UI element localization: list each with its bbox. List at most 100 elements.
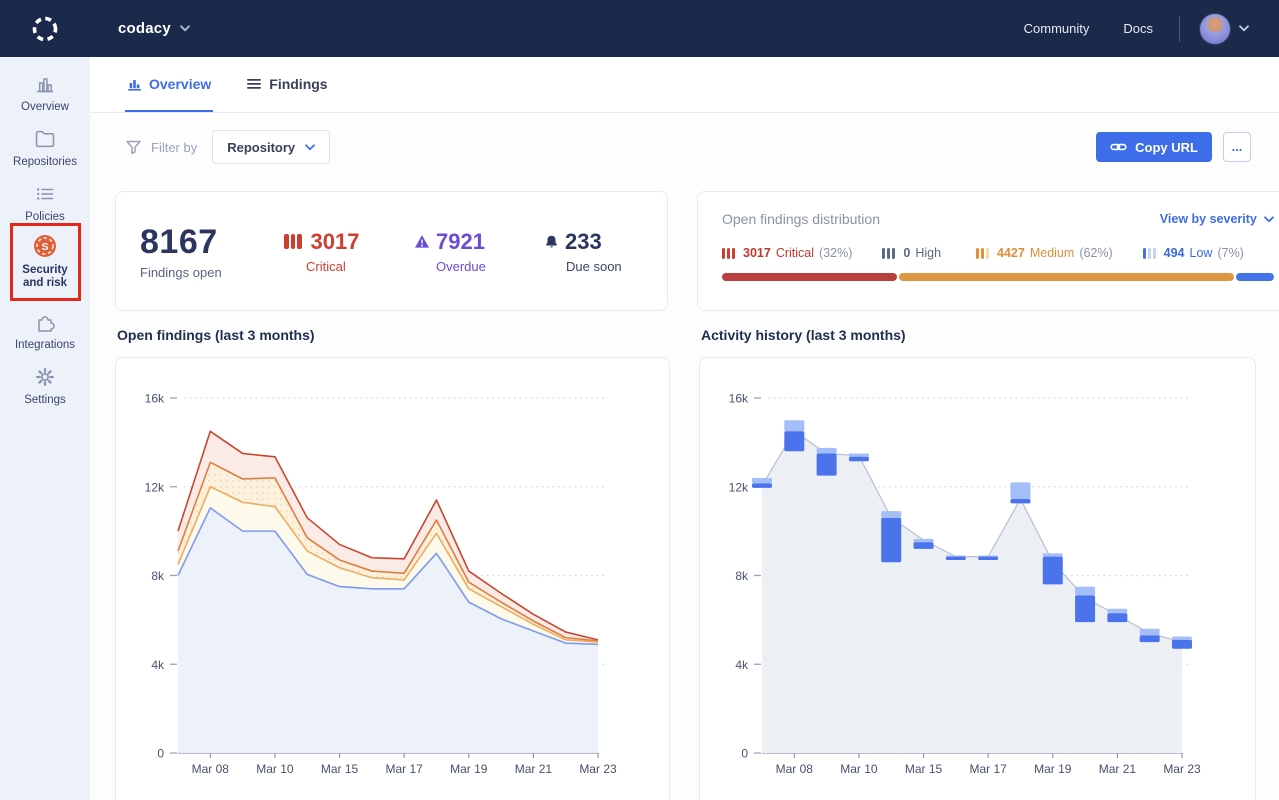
distribution-bar [722,273,1274,281]
svg-text:12k: 12k [145,480,165,494]
open-findings-chart[interactable]: 0 4k 8k 12k 16k Mar 08 Mar 10 Mar 15 Mar 17 Mar 1… [116,358,669,800]
view-by-severity-dropdown[interactable]: View by severity [1160,212,1274,226]
chevron-down-icon [1263,215,1274,222]
severity-critical-icon [284,234,302,249]
user-avatar[interactable] [1200,13,1230,44]
svg-text:S: S [41,241,48,253]
brand-name: codacy [118,20,171,37]
tab-findings[interactable]: Findings [245,57,329,112]
repository-dropdown[interactable]: Repository [212,130,331,164]
sidebar-label: Repositories [13,156,77,168]
list-icon [37,188,54,200]
severity-legend: 3017 Critical (32%) 0 High 4427 Medium (… [722,246,1274,260]
svg-text:16k: 16k [145,392,165,406]
navbar-divider [1179,15,1180,42]
more-actions-button[interactable]: ... [1223,132,1251,162]
puzzle-icon [38,316,55,332]
chevron-down-icon [180,25,190,32]
bar-chart-icon [128,79,141,91]
filter-row: Filter by Repository Copy URL ... [125,130,1251,164]
svg-text:Mar 10: Mar 10 [840,762,878,776]
svg-text:Mar 21: Mar 21 [1099,762,1137,776]
stat-due-soon: 233 Due soon [544,229,662,274]
sidebar-label: Security and risk [22,264,68,289]
activity-history-chart[interactable]: 0 4k 8k 12k 16k Mar 08 Mar 10 Mar 15 Mar 17 Mar 1… [700,358,1255,800]
sidebar-item-security-and-risk[interactable]: S Security and risk [1,233,89,290]
nav-link-docs[interactable]: Docs [1123,21,1153,36]
svg-text:Mar 19: Mar 19 [1034,762,1072,776]
funnel-icon [126,140,141,155]
sidebar-label: Settings [24,394,66,406]
charts-row: Open findings (last 3 months) 0 4k 8k 12k 16… [115,327,1256,800]
stat-findings-open: 8167 Findings open [140,223,272,280]
activity-history-chart-card: 0 4k 8k 12k 16k Mar 08 Mar 10 Mar 15 Mar 17 Mar 1… [699,357,1256,800]
sidebar: Overview Repositories Policies S Securit… [0,57,90,800]
user-menu-chevron-icon[interactable] [1239,25,1249,32]
tab-bar: Overview Findings [90,57,1279,113]
severity-critical-icon [722,247,735,259]
svg-text:Mar 19: Mar 19 [450,762,488,776]
svg-text:Mar 21: Mar 21 [515,762,553,776]
chevron-down-icon [305,143,316,150]
svg-text:0: 0 [741,747,748,761]
severity-low-icon [1142,247,1156,259]
legend-critical: 3017 Critical (32%) [722,246,852,260]
sidebar-item-repositories[interactable]: Repositories [1,127,89,169]
summary-row: 8167 Findings open 3017 Critical 7921 [115,191,1279,311]
svg-text:12k: 12k [729,480,749,494]
sidebar-item-settings[interactable]: Settings [1,365,89,407]
open-findings-distribution-card: Open findings distribution View by sever… [697,191,1279,311]
copy-url-button[interactable]: Copy URL [1096,132,1212,162]
distribution-bar-segment-low [1235,273,1274,281]
distribution-title: Open findings distribution [722,211,880,227]
findings-stats-card: 8167 Findings open 3017 Critical 7921 [115,191,668,311]
svg-text:0: 0 [157,747,164,761]
sidebar-item-integrations[interactable]: Integrations [1,310,89,352]
svg-text:8k: 8k [151,569,165,583]
legend-low: 494 Low (7%) [1142,246,1244,260]
distribution-bar-segment-critical [722,273,898,281]
svg-text:Mar 08: Mar 08 [192,762,230,776]
top-navbar: codacy Community Docs [0,0,1279,57]
tab-overview[interactable]: Overview [125,57,214,112]
codacy-logo-icon [32,16,58,41]
svg-text:Mar 23: Mar 23 [579,762,617,776]
svg-text:Mar 17: Mar 17 [385,762,423,776]
sidebar-label: Policies [25,211,65,223]
svg-text:Mar 15: Mar 15 [905,762,943,776]
legend-medium: 4427 Medium (62%) [976,246,1113,260]
org-switcher[interactable]: codacy [118,20,190,37]
legend-high: 0 High [882,246,946,260]
bar-chart-icon [36,78,54,93]
main-content: Overview Findings Filter by Repository [90,57,1279,800]
gear-icon [36,368,54,386]
svg-text:Mar 15: Mar 15 [321,762,359,776]
filter-by-label: Filter by [151,139,198,155]
svg-text:8k: 8k [735,569,749,583]
sidebar-label: Overview [21,101,69,113]
stat-critical: 3017 Critical [284,229,402,274]
open-findings-chart-title: Open findings (last 3 months) [117,327,315,343]
findings-open-value: 8167 [140,222,218,261]
bell-icon [546,235,557,248]
sidebar-item-policies[interactable]: Policies [1,182,89,224]
svg-text:4k: 4k [151,658,165,672]
security-badge-icon: S [34,235,56,257]
list-icon [247,78,262,89]
severity-high-icon [882,247,896,259]
nav-link-community[interactable]: Community [1023,21,1090,36]
svg-text:Mar 17: Mar 17 [969,762,1007,776]
sidebar-item-overview[interactable]: Overview [1,72,89,114]
link-icon [1110,143,1127,151]
stat-overdue: 7921 Overdue [414,229,532,274]
sidebar-label: Integrations [14,339,76,351]
findings-open-label: Findings open [140,264,222,280]
svg-text:16k: 16k [729,392,749,406]
svg-text:4k: 4k [735,658,749,672]
severity-medium-icon [976,247,990,259]
distribution-bar-segment-medium [899,273,1234,281]
svg-text:Mar 08: Mar 08 [776,762,814,776]
open-findings-chart-card: 0 4k 8k 12k 16k Mar 08 Mar 10 Mar 15 Mar 17 Mar 1… [115,357,670,800]
activity-history-chart-title: Activity history (last 3 months) [701,327,906,343]
folder-icon [35,130,55,148]
